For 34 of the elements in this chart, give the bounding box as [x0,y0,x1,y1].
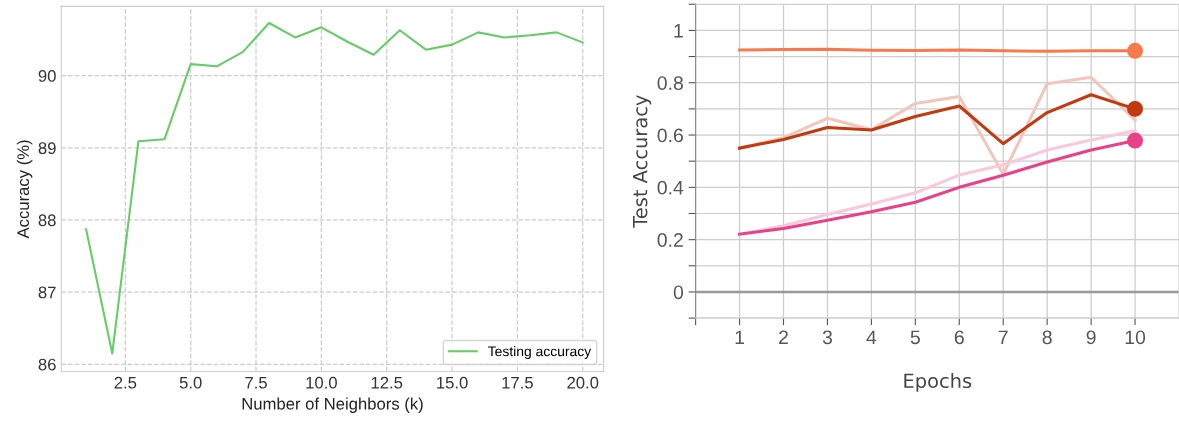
x-tick-label: 6 [954,330,964,345]
x-tick-label: 20.0 [567,376,599,389]
y-tick-label: 1 [674,24,683,38]
x-tick-label: 12.5 [371,376,403,389]
y-tick-label: 86 [38,358,56,371]
y-tick-label: 88 [38,214,56,227]
x-tick-label: 5.0 [179,376,202,389]
x-tick-label: 15.0 [437,376,468,389]
y-tick-label: 90 [38,70,56,82]
y-axis-title: Accuracy (%) [16,140,33,239]
y-tick-label: 0.2 [657,233,683,247]
x-tick-label: 1 [735,330,745,345]
y-tick-label: 0 [673,285,684,300]
x-axis-title: Epochs [904,373,972,392]
x-tick-label: 10.0 [306,376,337,389]
legend-label: Testing accuracy [488,346,592,359]
y-axis-title: Test Accuracy [633,95,652,228]
x-tick-label: 10 [1125,330,1146,345]
y-tick-label: 0.4 [657,180,684,195]
x-tick-label: 8 [1042,330,1052,345]
x-tick-label: 17.5 [502,376,533,389]
y-tick-label: 87 [38,286,56,299]
x-tick-label: 4 [866,330,877,345]
x-tick-label: 9 [1086,330,1096,345]
x-tick-label: 5 [910,330,920,345]
y-tick-label: 0.8 [657,76,683,90]
x-tick-label: 7.5 [245,376,267,389]
y-tick-label: 89 [38,142,56,155]
x-tick-label: 7 [998,330,1008,345]
x-tick-label: 2 [779,330,788,345]
x-axis-title: Number of Neighbors (k) [242,397,423,413]
x-tick-label: 2.5 [114,376,137,389]
x-tick-label: 3 [822,330,832,345]
y-tick-label: 0.6 [657,128,683,143]
